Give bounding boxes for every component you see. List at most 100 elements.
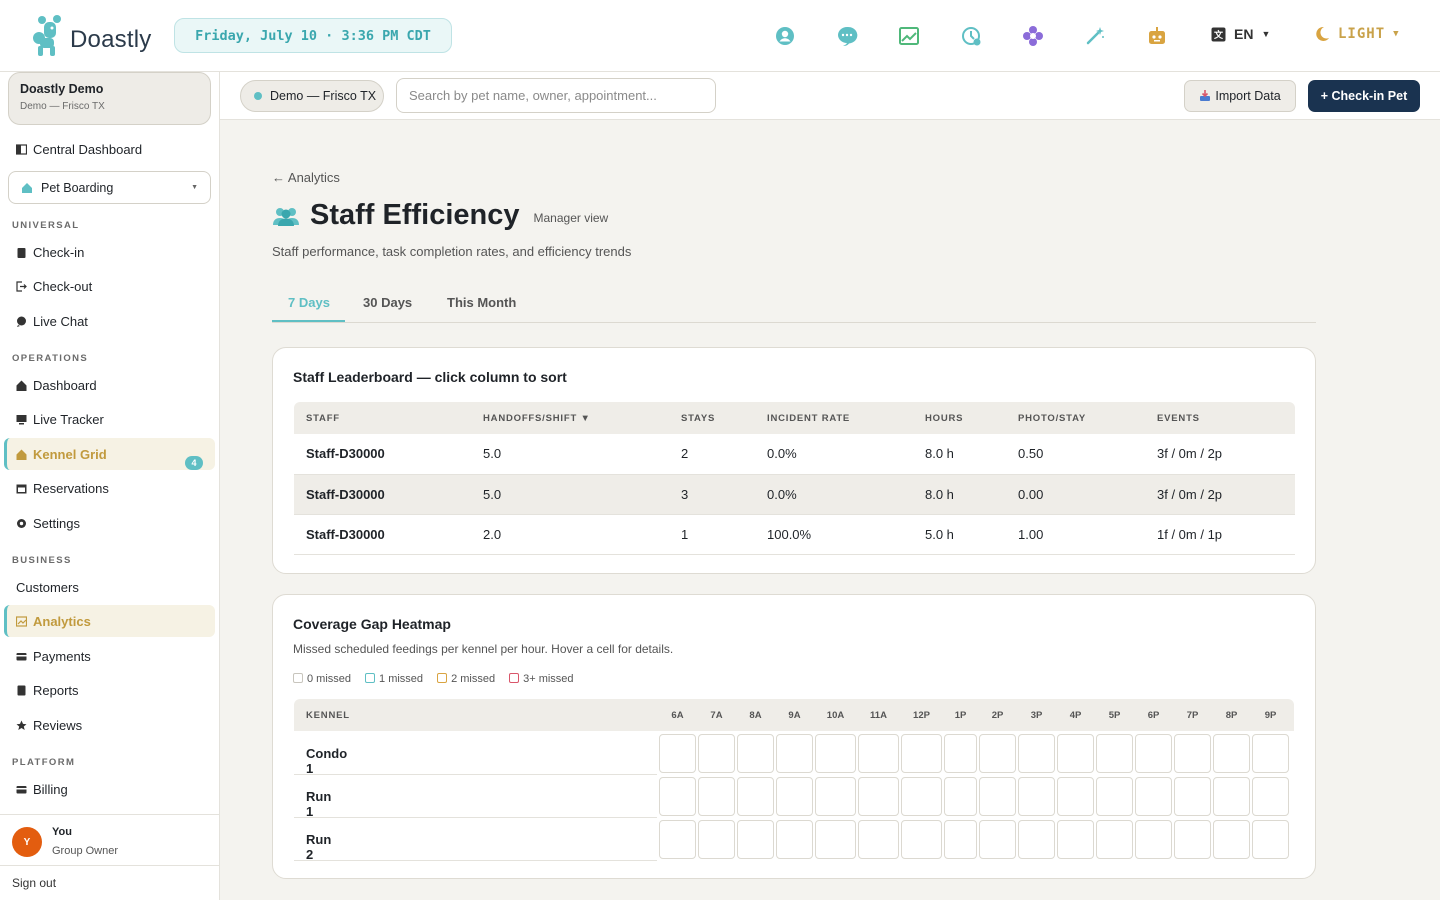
check-in-pet-button[interactable]: + Check-in Pet: [1308, 80, 1420, 112]
cell-photo-stay: 0.00: [1006, 474, 1145, 515]
heatmap-cell[interactable]: [698, 734, 735, 773]
table-row[interactable]: Staff-D30000 5.0 2 0.0% 8.0 h 0.50 3f / …: [294, 434, 1295, 475]
heatmap-cell[interactable]: [815, 734, 856, 773]
heatmap-cell[interactable]: [944, 777, 977, 816]
sidebar-item-check-in[interactable]: Check-in: [16, 242, 84, 262]
heatmap-cell[interactable]: [901, 734, 942, 773]
heatmap-cell[interactable]: [659, 734, 696, 773]
back-to-analytics-link[interactable]: ← Analytics: [272, 170, 340, 185]
language-selector[interactable]: 文 EN ▼: [1211, 26, 1270, 42]
sidebar-item-live-tracker[interactable]: Live Tracker: [16, 409, 104, 429]
heatmap-cell[interactable]: [858, 777, 899, 816]
heatmap-cell[interactable]: [1018, 820, 1055, 859]
heatmap-cell[interactable]: [901, 820, 942, 859]
heatmap-cell[interactable]: [1213, 734, 1250, 773]
column-header-handoffs[interactable]: HANDOFFS/SHIFT ▼: [471, 402, 669, 434]
column-header-photo-stay[interactable]: PHOTO/STAY: [1006, 402, 1145, 434]
heatmap-cell[interactable]: [1252, 734, 1289, 773]
heatmap-cell[interactable]: [944, 820, 977, 859]
sidebar-item-settings[interactable]: Settings: [16, 513, 80, 533]
user-profile[interactable]: Y You Group Owner: [0, 814, 219, 866]
sidebar-item-central-dashboard[interactable]: Central Dashboard: [16, 139, 142, 159]
legend-item: 1 missed: [365, 673, 423, 685]
support-icon[interactable]: [771, 22, 799, 50]
sidebar-item-live-chat[interactable]: Live Chat: [16, 311, 88, 331]
theme-toggle[interactable]: LIGHT ▼: [1314, 26, 1400, 42]
magic-wand-icon[interactable]: [1081, 22, 1109, 50]
heatmap-cell[interactable]: [1174, 820, 1211, 859]
heatmap-cell[interactable]: [1057, 777, 1094, 816]
heatmap-cell[interactable]: [1135, 820, 1172, 859]
heatmap-cell[interactable]: [1213, 820, 1250, 859]
tab-30-days[interactable]: 30 Days: [363, 295, 413, 310]
column-header-staff[interactable]: STAFF: [294, 402, 471, 434]
column-header-incident-rate[interactable]: INCIDENT RATE: [755, 402, 913, 434]
heatmap-cell[interactable]: [776, 777, 813, 816]
heatmap-cell[interactable]: [815, 820, 856, 859]
heatmap-cell[interactable]: [1096, 820, 1133, 859]
sidebar-item-reports[interactable]: Reports: [16, 680, 79, 700]
chat-bubble-icon[interactable]: [833, 22, 861, 50]
sidebar-item-billing[interactable]: Billing: [16, 779, 68, 799]
heatmap-cell[interactable]: [737, 734, 774, 773]
table-row[interactable]: Staff-D30000 2.0 1 100.0% 5.0 h 1.00 1f …: [294, 514, 1295, 555]
tenant-switcher[interactable]: Doastly Demo Demo — Frisco TX: [8, 72, 211, 125]
chart-icon[interactable]: [895, 22, 923, 50]
heatmap-cell[interactable]: [659, 777, 696, 816]
tab-7-days[interactable]: 7 Days: [288, 295, 330, 310]
flower-icon[interactable]: [1019, 22, 1047, 50]
table-row[interactable]: Staff-D30000 5.0 3 0.0% 8.0 h 0.00 3f / …: [294, 474, 1295, 515]
column-header-hours[interactable]: HOURS: [913, 402, 1006, 434]
heatmap-cell[interactable]: [944, 734, 977, 773]
clock-history-icon[interactable]: [957, 22, 985, 50]
heatmap-cell[interactable]: [1252, 777, 1289, 816]
sidebar-item-reviews[interactable]: Reviews: [16, 715, 82, 735]
column-header-stays[interactable]: STAYS: [669, 402, 755, 434]
sidebar-item-customers[interactable]: Customers: [16, 577, 79, 597]
heatmap-cell[interactable]: [737, 777, 774, 816]
heatmap-cell[interactable]: [815, 777, 856, 816]
heatmap-cell[interactable]: [776, 820, 813, 859]
sidebar-item-analytics[interactable]: Analytics: [16, 611, 91, 631]
heatmap-cell[interactable]: [979, 734, 1016, 773]
heatmap-cell[interactable]: [858, 734, 899, 773]
logo[interactable]: Doastly: [30, 14, 151, 58]
heatmap-cell[interactable]: [698, 820, 735, 859]
heatmap-cell[interactable]: [1213, 777, 1250, 816]
heatmap-cell[interactable]: [1135, 777, 1172, 816]
heatmap-cell[interactable]: [858, 820, 899, 859]
heatmap-cell[interactable]: [659, 820, 696, 859]
import-data-button[interactable]: Import Data: [1184, 80, 1296, 112]
heatmap-cell[interactable]: [1174, 777, 1211, 816]
heatmap-cell[interactable]: [1057, 734, 1094, 773]
sidebar-item-kennel-grid[interactable]: Kennel Grid: [16, 444, 107, 464]
card-icon: [16, 785, 27, 793]
heatmap-cell[interactable]: [901, 777, 942, 816]
active-tab-indicator: [272, 320, 345, 322]
search-input[interactable]: [396, 78, 716, 113]
sidebar-item-payments[interactable]: Payments: [16, 646, 91, 666]
heatmap-cell[interactable]: [1018, 777, 1055, 816]
heatmap-cell[interactable]: [698, 777, 735, 816]
column-header-events[interactable]: EVENTS: [1145, 402, 1295, 434]
location-pill[interactable]: Demo — Frisco TX: [240, 80, 384, 112]
hour-label: 6A: [671, 710, 684, 721]
heatmap-cell[interactable]: [1057, 820, 1094, 859]
module-selector[interactable]: Pet Boarding ▼: [8, 171, 211, 204]
heatmap-cell[interactable]: [979, 820, 1016, 859]
sidebar-item-dashboard[interactable]: Dashboard: [16, 375, 97, 395]
sidebar-item-check-out[interactable]: Check-out: [16, 276, 92, 296]
heatmap-cell[interactable]: [776, 734, 813, 773]
heatmap-cell[interactable]: [1018, 734, 1055, 773]
sign-out-link[interactable]: Sign out: [0, 865, 219, 900]
heatmap-cell[interactable]: [979, 777, 1016, 816]
heatmap-cell[interactable]: [1174, 734, 1211, 773]
heatmap-cell[interactable]: [1252, 820, 1289, 859]
heatmap-cell[interactable]: [1135, 734, 1172, 773]
robot-icon[interactable]: [1143, 22, 1171, 50]
heatmap-cell[interactable]: [1096, 734, 1133, 773]
heatmap-cell[interactable]: [1096, 777, 1133, 816]
sidebar-item-reservations[interactable]: Reservations: [16, 478, 109, 498]
heatmap-cell[interactable]: [737, 820, 774, 859]
tab-this-month[interactable]: This Month: [447, 295, 517, 310]
